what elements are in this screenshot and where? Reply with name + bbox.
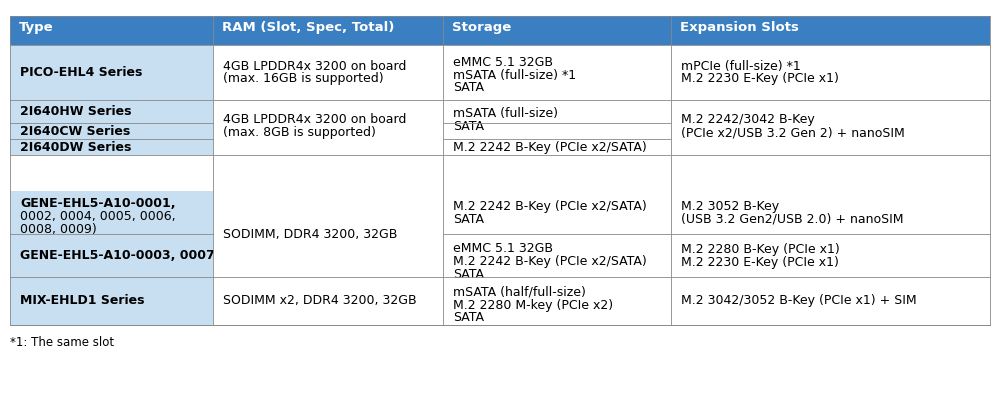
Text: 0008, 0009): 0008, 0009)	[20, 223, 97, 236]
Text: M.2 2230 E-Key (PCIe x1): M.2 2230 E-Key (PCIe x1)	[681, 72, 839, 86]
Text: *1: The same slot: *1: The same slot	[10, 336, 114, 349]
Text: 2I640HW Series: 2I640HW Series	[20, 105, 132, 119]
Bar	[443, 45, 671, 100]
Text: M.2 3042/3052 B-Key (PCIe x1) + SIM: M.2 3042/3052 B-Key (PCIe x1) + SIM	[681, 295, 917, 308]
Bar	[10, 277, 213, 325]
Text: SATA: SATA	[453, 267, 484, 281]
Text: eMMC 5.1 32GB: eMMC 5.1 32GB	[453, 242, 553, 255]
Text: Storage: Storage	[452, 21, 511, 34]
Text: PICO-EHL4 Series: PICO-EHL4 Series	[20, 66, 142, 79]
Bar	[443, 139, 671, 155]
Text: M.2 3052 B-Key: M.2 3052 B-Key	[681, 200, 779, 213]
Bar	[213, 45, 443, 100]
Bar	[10, 191, 213, 234]
Bar	[213, 277, 443, 325]
Bar	[213, 16, 443, 45]
Bar	[213, 191, 443, 277]
Bar	[671, 191, 990, 234]
Text: 2I640CW Series: 2I640CW Series	[20, 125, 130, 138]
Text: eMMC 5.1 32GB: eMMC 5.1 32GB	[453, 56, 553, 69]
Text: (PCIe x2/USB 3.2 Gen 2) + nanoSIM: (PCIe x2/USB 3.2 Gen 2) + nanoSIM	[681, 126, 905, 139]
Text: GENE-EHL5-A10-0003, 0007: GENE-EHL5-A10-0003, 0007	[20, 249, 215, 262]
Text: 4GB LPDDR4x 3200 on board: 4GB LPDDR4x 3200 on board	[223, 113, 406, 127]
Text: M.2 2230 E-Key (PCIe x1): M.2 2230 E-Key (PCIe x1)	[681, 256, 839, 269]
Bar	[671, 16, 990, 45]
Text: SATA: SATA	[453, 213, 484, 226]
Bar	[443, 234, 671, 277]
Bar	[671, 100, 990, 152]
Text: M.2 2242/3042 B-Key: M.2 2242/3042 B-Key	[681, 113, 815, 127]
Bar	[10, 45, 213, 100]
Text: mSATA (half/full-size): mSATA (half/full-size)	[453, 286, 586, 299]
Bar	[671, 277, 990, 325]
Text: mPCIe (full-size) *1: mPCIe (full-size) *1	[681, 60, 801, 73]
Text: (max. 8GB is supported): (max. 8GB is supported)	[223, 126, 376, 139]
Bar	[443, 191, 671, 234]
Text: Expansion Slots: Expansion Slots	[680, 21, 799, 34]
Bar	[443, 100, 671, 139]
Text: (max. 16GB is supported): (max. 16GB is supported)	[223, 72, 384, 86]
Text: SATA: SATA	[453, 120, 484, 133]
Bar	[10, 16, 213, 45]
Bar	[10, 100, 213, 123]
Bar	[10, 234, 213, 277]
Text: 2I640DW Series: 2I640DW Series	[20, 141, 131, 154]
Text: SATA: SATA	[453, 81, 484, 94]
Text: M.2 2280 M-key (PCIe x2): M.2 2280 M-key (PCIe x2)	[453, 298, 613, 312]
Text: 0002, 0004, 0005, 0006,: 0002, 0004, 0005, 0006,	[20, 210, 176, 223]
Text: SODIMM, DDR4 3200, 32GB: SODIMM, DDR4 3200, 32GB	[223, 228, 397, 241]
Text: mSATA (full-size): mSATA (full-size)	[453, 107, 558, 120]
Text: Type: Type	[19, 21, 54, 34]
Text: MIX-EHLD1 Series: MIX-EHLD1 Series	[20, 295, 144, 308]
Text: M.2 2280 B-Key (PCIe x1): M.2 2280 B-Key (PCIe x1)	[681, 243, 840, 256]
Bar	[443, 277, 671, 325]
Bar	[671, 234, 990, 277]
Bar	[10, 139, 213, 155]
Text: GENE-EHL5-A10-0001,: GENE-EHL5-A10-0001,	[20, 197, 176, 211]
Text: 4GB LPDDR4x 3200 on board: 4GB LPDDR4x 3200 on board	[223, 60, 406, 73]
Bar	[213, 100, 443, 152]
Bar	[443, 16, 671, 45]
Text: M.2 2242 B-Key (PCIe x2/SATA): M.2 2242 B-Key (PCIe x2/SATA)	[453, 141, 647, 154]
Text: M.2 2242 B-Key (PCIe x2/SATA): M.2 2242 B-Key (PCIe x2/SATA)	[453, 200, 647, 213]
Text: RAM (Slot, Spec, Total): RAM (Slot, Spec, Total)	[222, 21, 394, 34]
Text: (USB 3.2 Gen2/USB 2.0) + nanoSIM: (USB 3.2 Gen2/USB 2.0) + nanoSIM	[681, 213, 904, 226]
Text: M.2 2242 B-Key (PCIe x2/SATA): M.2 2242 B-Key (PCIe x2/SATA)	[453, 255, 647, 268]
Text: SATA: SATA	[453, 311, 484, 324]
Text: mSATA (full-size) *1: mSATA (full-size) *1	[453, 68, 576, 82]
Text: SODIMM x2, DDR4 3200, 32GB: SODIMM x2, DDR4 3200, 32GB	[223, 295, 417, 308]
Bar	[671, 45, 990, 100]
Bar	[10, 123, 213, 139]
